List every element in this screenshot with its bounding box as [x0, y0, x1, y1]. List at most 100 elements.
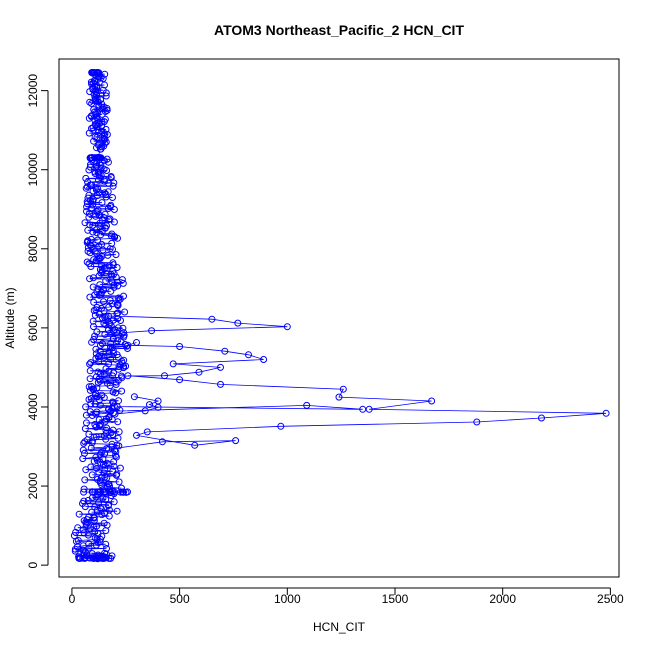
data-point [107, 407, 115, 415]
data-point [87, 161, 94, 169]
data-point [103, 545, 110, 552]
data-point [103, 222, 110, 230]
data-point [94, 285, 102, 293]
series-line-excursion [110, 404, 363, 412]
series-line-excursion [108, 315, 288, 333]
data-point [71, 545, 79, 553]
data-point [112, 448, 120, 456]
data-point [116, 464, 124, 472]
data-point [87, 359, 95, 367]
data-point [83, 258, 91, 266]
data-point [110, 498, 118, 506]
data-point [95, 421, 103, 429]
data-point [120, 331, 128, 339]
data-point [100, 554, 108, 562]
data-point [109, 316, 117, 324]
data-point [98, 340, 106, 348]
series-layer [70, 69, 610, 563]
data-point [303, 401, 311, 409]
data-point [84, 531, 92, 539]
data-point [97, 449, 105, 456]
data-point [195, 368, 203, 376]
data-point [97, 488, 104, 496]
data-point [74, 524, 82, 532]
data-point [101, 330, 109, 338]
data-point [112, 378, 120, 386]
data-point [98, 240, 106, 248]
data-point [87, 400, 95, 408]
data-point [106, 297, 114, 304]
data-point [107, 173, 115, 180]
data-point [105, 405, 113, 413]
data-point [90, 323, 97, 331]
data-point [80, 439, 88, 447]
data-point [104, 188, 112, 196]
y-tick-label: 6000 [26, 314, 40, 341]
data-point [75, 553, 83, 561]
data-point [112, 273, 120, 281]
x-axis: 0 500 1000 1500 2000 2500 [69, 587, 624, 606]
data-point [124, 341, 132, 349]
data-point [104, 483, 112, 491]
data-point [115, 363, 123, 371]
data-point [86, 360, 94, 368]
data-point [102, 277, 110, 285]
data-point [82, 174, 90, 182]
data-point [114, 309, 122, 317]
data-point [91, 248, 99, 256]
data-point [112, 251, 120, 259]
data-point [107, 340, 115, 348]
data-point [87, 112, 95, 120]
data-point [79, 446, 87, 454]
data-point [245, 351, 252, 359]
data-point [118, 276, 126, 284]
data-point [83, 419, 90, 427]
data-point [112, 452, 119, 460]
data-point [191, 441, 199, 449]
data-point [103, 459, 111, 467]
data-point [87, 444, 95, 452]
data-point [91, 400, 99, 408]
x-tick-label: 1000 [274, 592, 301, 606]
data-point [92, 345, 100, 353]
data-point [97, 341, 104, 349]
data-point [93, 475, 101, 483]
data-point [85, 260, 93, 268]
data-point [84, 247, 92, 255]
data-point [93, 288, 101, 296]
data-point [85, 540, 93, 548]
data-point [428, 397, 436, 405]
data-point [108, 230, 116, 238]
data-point [120, 292, 127, 300]
data-point [100, 519, 108, 527]
data-point [93, 303, 101, 311]
y-tick-label: 8000 [26, 235, 40, 262]
data-point [161, 372, 168, 380]
data-point [114, 324, 122, 332]
data-point [116, 361, 124, 369]
data-point [93, 208, 101, 216]
data-point [89, 437, 96, 445]
data-point [99, 86, 107, 94]
data-point [102, 92, 110, 100]
data-point [82, 411, 90, 419]
data-point [96, 281, 104, 289]
data-point [113, 507, 121, 515]
data-point [359, 405, 367, 413]
data-point [85, 213, 93, 221]
data-point [89, 221, 97, 229]
data-point [101, 139, 109, 147]
data-point [86, 275, 94, 283]
plot-frame [58, 58, 620, 578]
data-point [130, 393, 138, 401]
series-line-excursion [114, 396, 160, 415]
data-point [101, 210, 109, 218]
data-point [217, 380, 224, 388]
data-point [84, 178, 92, 186]
data-point [158, 438, 166, 446]
data-point [100, 354, 108, 361]
data-point [81, 219, 89, 227]
y-tick-label: 12000 [26, 74, 40, 108]
x-tick-label: 500 [170, 592, 190, 606]
data-point [234, 319, 242, 327]
